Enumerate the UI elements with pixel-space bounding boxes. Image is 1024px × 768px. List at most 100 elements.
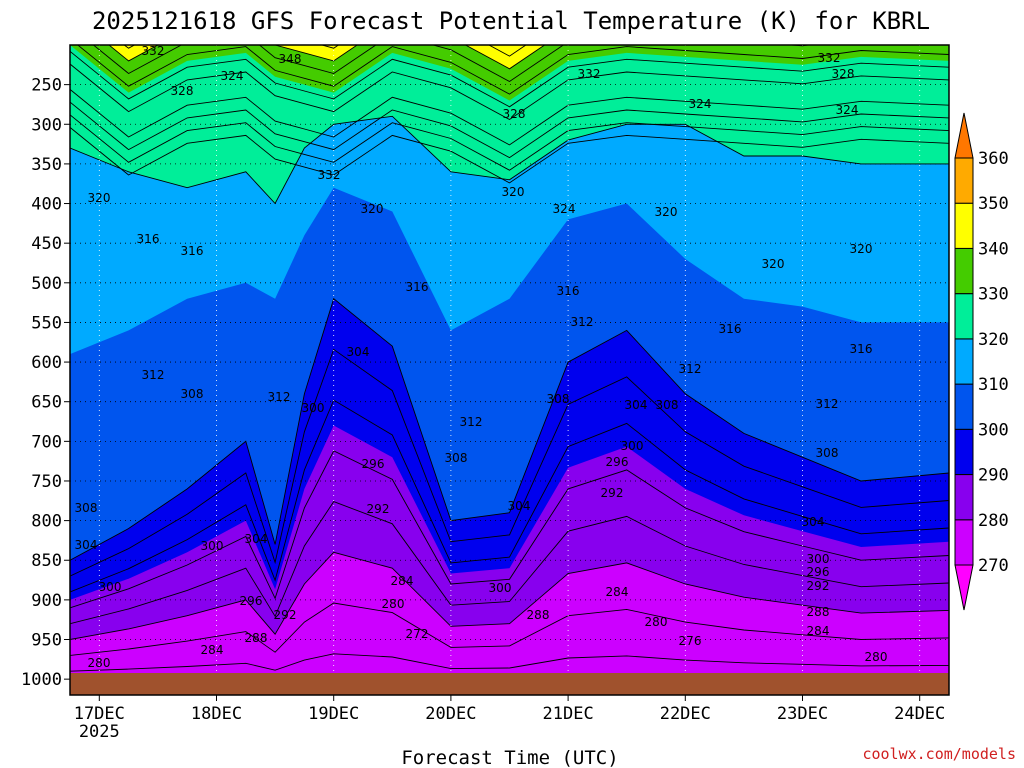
colorbar-label: 280 <box>978 511 1009 531</box>
colorbar-label: 320 <box>978 330 1009 350</box>
contour-label: 324 <box>221 69 244 83</box>
contour-label: 288 <box>807 605 830 619</box>
contour-label: 312 <box>571 315 594 329</box>
contour-320 <box>70 115 949 205</box>
colorbar-segment <box>954 247 974 295</box>
y-tick-label: 600 <box>31 353 62 373</box>
contour-label: 320 <box>88 191 111 205</box>
contour-label: 320 <box>762 257 785 271</box>
colorbar-label: 360 <box>978 149 1009 169</box>
contour-label: 296 <box>240 594 263 608</box>
contour-label: 348 <box>279 52 302 66</box>
contour-label: 300 <box>99 580 122 594</box>
gridlines <box>70 45 949 695</box>
colorbar-segment <box>954 474 974 521</box>
contour-label: 320 <box>850 242 873 256</box>
x-tick-label: 17DEC <box>74 704 125 724</box>
contour-label: 320 <box>655 205 678 219</box>
contour-label: 292 <box>807 579 830 593</box>
y-tick-label: 450 <box>31 234 62 254</box>
colorbar-segment <box>954 383 974 430</box>
filled-contours <box>70 45 949 695</box>
x-tick-label: 20DEC <box>425 704 476 724</box>
x-axis-label: Forecast Time (UTC) <box>401 747 618 768</box>
contour-label: 296 <box>362 457 385 471</box>
contour-label: 304 <box>802 515 825 529</box>
y-tick-label: 900 <box>31 591 62 611</box>
x-tick-label: 22DEC <box>660 704 711 724</box>
contour-label: 332 <box>578 67 601 81</box>
y-tick-label: 650 <box>31 393 62 413</box>
contour-label: 292 <box>274 608 297 622</box>
contour-label: 316 <box>850 342 873 356</box>
contour-332 <box>77 45 949 95</box>
y-tick-label: 800 <box>31 512 62 532</box>
contour-label: 312 <box>460 415 483 429</box>
x-tick-label: 18DEC <box>191 704 242 724</box>
contour-labels: 332 324 348 328 332 332 328 324 328 324 332 320 320 3… <box>75 44 888 670</box>
contour-label: 304 <box>508 499 531 513</box>
band-330 <box>70 45 949 101</box>
contour-label: 328 <box>503 107 526 121</box>
plot-area: 332 324 348 328 332 332 328 324 328 324 332 320 320 3… <box>70 44 949 695</box>
y-tick-label: 750 <box>31 472 62 492</box>
contour-label: 304 <box>625 398 648 412</box>
contour-label: 300 <box>807 552 830 566</box>
contour-label: 308 <box>75 501 98 515</box>
contour-label: 324 <box>689 97 712 111</box>
colorbar-label: 310 <box>978 375 1009 395</box>
contour-label: 320 <box>502 185 525 199</box>
y-tick-label: 350 <box>31 155 62 175</box>
colorbar-label: 300 <box>978 420 1009 440</box>
contour-316 <box>70 89 949 146</box>
x-tick-label: 23DEC <box>777 704 828 724</box>
y-tick-label: 500 <box>31 274 62 294</box>
contour-label: 280 <box>645 615 668 629</box>
y-axis: 250 300 350 400 450 500 550 600 650 700 750 800 850 9… <box>21 76 70 690</box>
contour-label: 292 <box>367 502 390 516</box>
contour-label: 312 <box>679 362 702 376</box>
contour-label: 320 <box>361 202 384 216</box>
contour-296 <box>70 348 949 577</box>
chart-title: 2025121618 GFS Forecast Potential Temper… <box>92 7 930 35</box>
colorbar-segment <box>954 428 974 475</box>
contour-label: 332 <box>142 44 165 58</box>
contour-label: 284 <box>606 585 629 599</box>
contour-label: 284 <box>391 574 414 588</box>
contour-280 <box>70 551 949 640</box>
contour-label: 324 <box>836 103 859 117</box>
contour-label: 316 <box>719 322 742 336</box>
credit-link[interactable]: coolwx.com/models <box>862 745 1016 763</box>
contour-label: 284 <box>201 643 224 657</box>
contour-336 <box>92 45 812 83</box>
contour-label: 304 <box>245 532 268 546</box>
colorbar-label: 340 <box>978 239 1009 259</box>
contour-label: 292 <box>601 486 624 500</box>
contour-label: 316 <box>137 232 160 246</box>
band-320 <box>70 45 949 204</box>
contour-label: 316 <box>406 280 429 294</box>
colorbar-high-arrow <box>954 112 974 159</box>
contour-label: 328 <box>171 84 194 98</box>
contour-label: 308 <box>816 446 839 460</box>
contour-label: 304 <box>347 345 370 359</box>
contour-label: 288 <box>245 631 268 645</box>
contour-label: 300 <box>489 581 512 595</box>
colorbar-segment <box>954 519 974 566</box>
contour-label: 308 <box>547 392 570 406</box>
contour-label: 332 <box>318 168 341 182</box>
contour-label: 288 <box>527 608 550 622</box>
colorbar-low-arrow <box>954 564 974 611</box>
contour-label: 316 <box>181 244 204 258</box>
contour-label: 280 <box>88 656 111 670</box>
ground-surface <box>70 673 949 695</box>
contour-label: 312 <box>142 368 165 382</box>
contour-label: 300 <box>621 439 644 453</box>
contour-label: 276 <box>679 634 702 648</box>
contour-label: 272 <box>406 627 429 641</box>
contour-label: 328 <box>832 67 855 81</box>
y-tick-label: 300 <box>31 115 62 135</box>
contour-292 <box>70 399 949 593</box>
